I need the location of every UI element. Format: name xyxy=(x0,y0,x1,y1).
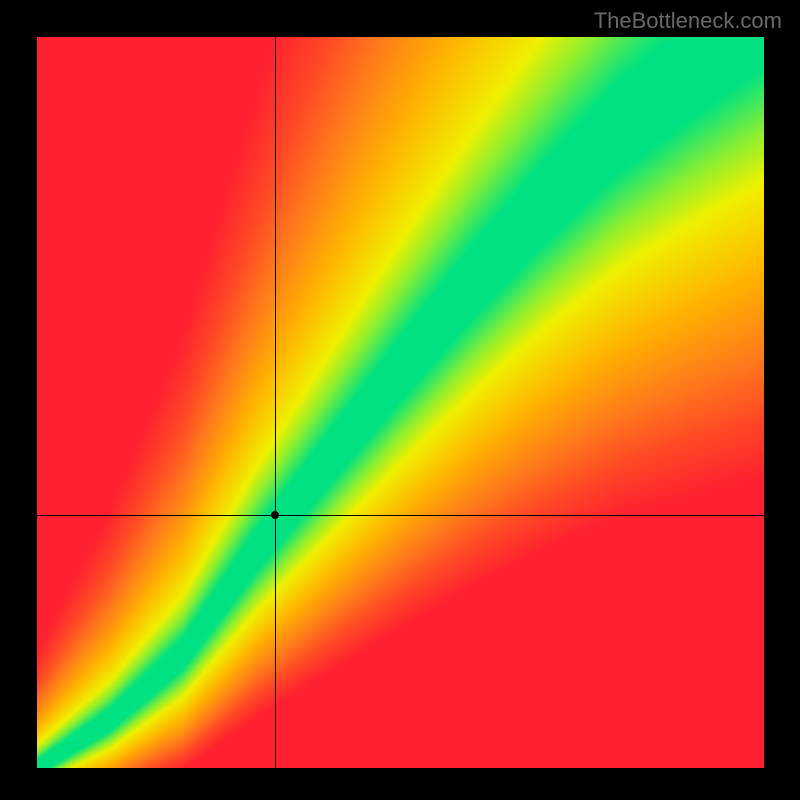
bottleneck-heatmap xyxy=(37,37,764,768)
crosshair-vertical xyxy=(275,37,276,768)
watermark-text: TheBottleneck.com xyxy=(594,8,782,34)
crosshair-horizontal xyxy=(37,515,764,516)
chart-container: TheBottleneck.com xyxy=(0,0,800,800)
